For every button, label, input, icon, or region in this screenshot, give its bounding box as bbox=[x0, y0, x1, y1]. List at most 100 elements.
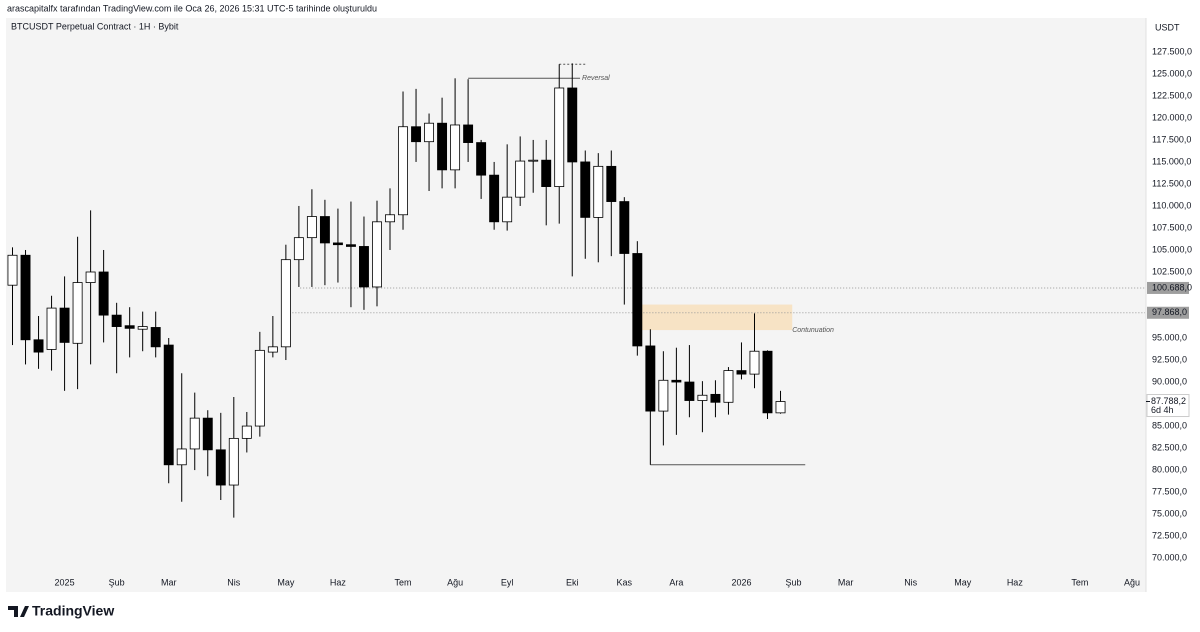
candle-body bbox=[645, 345, 656, 412]
y-tick-label: 82.500,0 bbox=[1152, 442, 1187, 452]
candle-body bbox=[632, 253, 643, 347]
candle-body bbox=[736, 370, 747, 375]
x-tick-label: May bbox=[277, 577, 295, 587]
candle-body bbox=[723, 370, 734, 403]
currency: USDT bbox=[1155, 22, 1180, 32]
candle-body bbox=[593, 165, 604, 218]
candle-body bbox=[515, 160, 526, 198]
candle-body bbox=[775, 401, 786, 414]
candle-body bbox=[619, 201, 630, 254]
candle-body bbox=[267, 346, 278, 353]
candle-body bbox=[332, 242, 343, 246]
candle-body bbox=[215, 449, 226, 486]
level-label: 100.688,0 bbox=[1152, 282, 1192, 292]
candle-body bbox=[280, 259, 291, 348]
candle-body bbox=[437, 122, 448, 171]
candle-body bbox=[697, 394, 708, 401]
y-tick-label: 125.000,0 bbox=[1152, 68, 1192, 78]
x-tick-label: Haz bbox=[330, 577, 347, 587]
x-tick-label: Nis bbox=[227, 577, 240, 587]
level-label-bg bbox=[1147, 281, 1189, 294]
credit: arascapitalfx tarafından TradingView.com… bbox=[7, 3, 377, 13]
y-tick-label: 72.500,0 bbox=[1152, 530, 1187, 540]
y-tick-label: 117.500,0 bbox=[1152, 134, 1191, 144]
y-tick-label: 77.500,0 bbox=[1152, 486, 1187, 496]
candle-body bbox=[385, 214, 395, 223]
candle-body bbox=[85, 271, 96, 283]
candle-body bbox=[345, 244, 356, 247]
y-tick-label: 90.000,0 bbox=[1152, 376, 1187, 386]
chart-title: BTCUSDT Perpetual Contract · 1H · Bybit bbox=[11, 21, 179, 31]
x-tick-label: Kas bbox=[617, 577, 633, 587]
candle-body bbox=[111, 314, 122, 327]
candle-body bbox=[567, 87, 578, 163]
candle-body bbox=[411, 126, 421, 143]
candle-body bbox=[46, 307, 57, 350]
candle-body bbox=[476, 142, 487, 176]
zone-label: Contunuation bbox=[792, 327, 834, 334]
candle-body bbox=[710, 393, 721, 403]
logo-text: TradingView bbox=[32, 603, 114, 619]
y-tick-label: 80.000,0 bbox=[1152, 464, 1187, 474]
candle-body bbox=[554, 87, 565, 187]
candle-body bbox=[124, 325, 135, 329]
x-tick-label: Şub bbox=[109, 577, 125, 587]
y-tick-label: 127.500,0 bbox=[1152, 46, 1192, 56]
candle-body bbox=[228, 437, 239, 486]
logo-icon bbox=[8, 606, 29, 617]
x-tick-label: Mar bbox=[161, 577, 177, 587]
candle-body bbox=[580, 161, 591, 218]
y-tick-label: 92.500,0 bbox=[1152, 354, 1187, 364]
y-tick-label: 102.500,0 bbox=[1152, 266, 1192, 276]
x-tick-label: Haz bbox=[1007, 577, 1024, 587]
y-tick-label: 107.500,0 bbox=[1152, 222, 1192, 232]
candle-body bbox=[20, 254, 31, 341]
x-tick-label: 2025 bbox=[55, 577, 75, 587]
y-tick-label: 95.000,0 bbox=[1152, 332, 1187, 342]
x-tick-label: Eyl bbox=[501, 577, 514, 587]
y-tick-label: 85.000,0 bbox=[1152, 420, 1187, 430]
level-label: 97.868,0 bbox=[1152, 307, 1187, 317]
y-tick-label: 115.000,0 bbox=[1152, 156, 1191, 166]
last-price-bg bbox=[1146, 394, 1190, 418]
candle-body bbox=[72, 282, 83, 344]
y-tick-label: 112.500,0 bbox=[1152, 178, 1191, 188]
candle-body bbox=[450, 124, 461, 171]
candle-body bbox=[293, 237, 304, 261]
x-tick-label: Tem bbox=[1071, 577, 1088, 587]
x-tick-label: Ara bbox=[669, 577, 683, 587]
x-tick-label: Şub bbox=[786, 577, 802, 587]
candle-body bbox=[59, 307, 70, 343]
y-tick-label: 120.000,0 bbox=[1152, 112, 1192, 122]
x-tick-label: Ağu bbox=[1124, 577, 1140, 587]
y-tick-label: 110.000,0 bbox=[1152, 200, 1191, 210]
candle-body bbox=[684, 381, 695, 401]
candle-body bbox=[502, 196, 513, 223]
candle-body bbox=[150, 327, 161, 348]
x-tick-label: May bbox=[954, 577, 972, 587]
level-label-bg bbox=[1147, 306, 1189, 319]
candle-body bbox=[372, 221, 382, 288]
x-tick-label: Eki bbox=[566, 577, 579, 587]
logo: TradingView bbox=[8, 603, 114, 619]
candle-body bbox=[202, 417, 213, 451]
candle-body bbox=[33, 339, 44, 353]
y-tick-label: 75.000,0 bbox=[1152, 508, 1187, 518]
zone bbox=[641, 304, 793, 331]
candle-body bbox=[306, 216, 317, 239]
candle-body bbox=[489, 174, 500, 223]
candle-body bbox=[319, 216, 330, 244]
y-tick-label: 122.500,0 bbox=[1152, 90, 1192, 100]
candle-body bbox=[137, 326, 148, 330]
candle-body bbox=[528, 159, 539, 162]
candle-body bbox=[359, 246, 369, 288]
candle-body bbox=[241, 425, 252, 439]
x-tick-label: 2026 bbox=[731, 577, 751, 587]
x-tick-label: Nis bbox=[904, 577, 917, 587]
currency-box bbox=[1150, 20, 1190, 36]
y-tick-label: 70.000,0 bbox=[1152, 552, 1187, 562]
x-tick-label: Mar bbox=[838, 577, 854, 587]
candle-body bbox=[606, 165, 617, 202]
x-tick-label: Tem bbox=[395, 577, 412, 587]
